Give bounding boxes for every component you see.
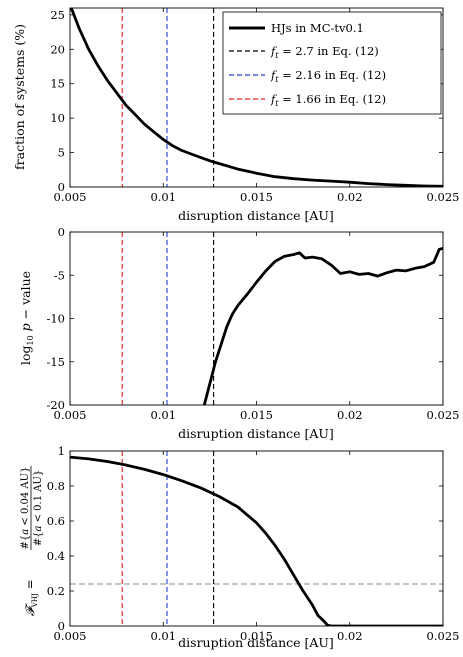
- y-tick-label: 0.2: [47, 584, 65, 598]
- panel-fraction-vhj: 0.005 0.01 0.015 0.02 0.025 0 0.2 0.4 0.6 0.8 1 di…: [20, 444, 459, 650]
- panel-fraction-of-systems: 0.005 0.01 0.015 0.02 0.025 0 5 10 15 20 25 HJs in…: [12, 7, 459, 223]
- panel-2-ticks: 0.005 0.01 0.015 0.02 0.025 -20 -15 -10 -5 0: [46, 225, 459, 422]
- y-tick-label: -15: [46, 355, 65, 369]
- panel-log-p-value: 0.005 0.01 0.015 0.02 0.025 -20 -15 -10 -5 0 disr…: [18, 225, 459, 441]
- x-tick-label: 0.025: [427, 190, 460, 204]
- legend-label-ft-2-16: ft = 2.16 in Eq. (12): [270, 68, 386, 84]
- legend: HJs in MC-tv0.1 ft = 2.7 in Eq. (12) ft …: [222, 11, 442, 115]
- y-axis-label-2: log10 p − value: [18, 271, 35, 365]
- x-tick-label: 0.015: [240, 190, 273, 204]
- svg-text:#{a < 0.1 AU}: #{a < 0.1 AU}: [33, 470, 44, 547]
- y-tick-label: 5: [58, 146, 65, 160]
- y-axis-label-1: fraction of systems (%): [12, 24, 27, 170]
- x-tick-label: 0.005: [54, 190, 87, 204]
- y-tick-label: 10: [50, 111, 65, 125]
- x-tick-label: 0.015: [240, 629, 273, 643]
- x-tick-label: 0.02: [337, 629, 363, 643]
- y-tick-label: 1: [58, 444, 65, 458]
- y-tick-label: 0: [58, 619, 65, 633]
- y-tick-label: 0: [58, 180, 65, 194]
- y-tick-label: 15: [50, 77, 65, 91]
- y-tick-label: 0: [58, 225, 65, 239]
- y-tick-label: -10: [46, 312, 65, 326]
- x-tick-label: 0.025: [427, 408, 460, 422]
- y-tick-label: 0.4: [47, 549, 65, 563]
- panel-3-marks: [70, 451, 443, 626]
- x-tick-label: 0.015: [240, 408, 273, 422]
- svg-text:𝓕VHJ =: 𝓕VHJ =: [23, 579, 39, 616]
- x-axis-label-2: disruption distance [AU]: [178, 426, 334, 441]
- legend-label-ft-2-7: ft = 2.7 in Eq. (12): [270, 44, 379, 60]
- y-tick-label: 20: [50, 42, 65, 56]
- x-tick-label: 0.005: [54, 408, 87, 422]
- x-tick-label: 0.005: [54, 629, 87, 643]
- y-tick-label: -20: [46, 398, 65, 412]
- x-axis-label-1: disruption distance [AU]: [178, 208, 334, 223]
- series-line-1-1: [70, 8, 443, 187]
- x-tick-label: 0.025: [427, 629, 460, 643]
- panel-1-marks: [70, 8, 443, 187]
- y-tick-label: 0.8: [47, 479, 65, 493]
- x-tick-label: 0.01: [150, 629, 176, 643]
- x-tick-label: 0.01: [150, 190, 176, 204]
- panel-3-ticks: 0.005 0.01 0.015 0.02 0.025 0 0.2 0.4 0.6 0.8 1: [47, 444, 460, 643]
- svg-text:#{a < 0.04 AU}: #{a < 0.04 AU}: [20, 467, 31, 550]
- x-tick-label: 0.01: [150, 408, 176, 422]
- panel-1-ticks: 0.005 0.01 0.015 0.02 0.025 0 5 10 15 20 25: [50, 8, 459, 204]
- y-axis-label-3: 𝓕VHJ = #{a < 0.04 AU} #{a < 0.1 AU}: [20, 466, 44, 616]
- y-tick-label: 25: [50, 8, 65, 22]
- x-tick-label: 0.02: [337, 190, 363, 204]
- y-tick-label: 0.6: [47, 514, 65, 528]
- series-line-2-1: [202, 247, 443, 405]
- series-line-3-1: [70, 455, 443, 626]
- x-tick-label: 0.02: [337, 408, 363, 422]
- legend-label-hjs: HJs in MC-tv0.1: [271, 21, 364, 35]
- x-axis-label-3: disruption distance [AU]: [178, 635, 334, 650]
- legend-label-ft-1-66: ft = 1.66 in Eq. (12): [270, 92, 386, 108]
- y-tick-label: -5: [54, 268, 65, 282]
- panel-2-marks: [121, 232, 443, 405]
